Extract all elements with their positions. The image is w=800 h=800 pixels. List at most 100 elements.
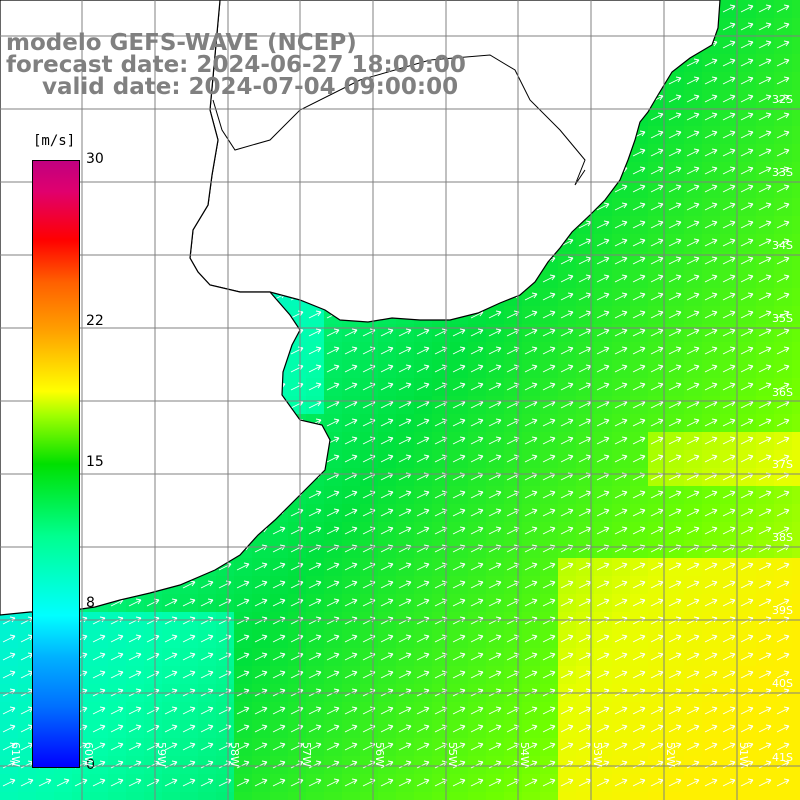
wind-arrow: [128, 706, 142, 715]
wind-arrow: [722, 454, 736, 463]
wind-arrow: [776, 508, 790, 517]
wind-arrow: [686, 508, 700, 517]
wind-arrow: [452, 418, 466, 427]
wind-arrow: [470, 760, 484, 769]
wind-arrow: [758, 220, 772, 229]
wind-arrow: [416, 364, 430, 373]
wind-arrow: [668, 346, 682, 355]
wind-arrow: [326, 346, 340, 355]
wind-arrow: [92, 742, 106, 751]
wind-arrow: [722, 724, 736, 733]
wind-arrow: [632, 364, 646, 373]
wind-arrow: [344, 418, 358, 427]
wind-arrow: [758, 112, 772, 121]
wind-arrow: [722, 256, 736, 265]
longitude-label: 61W: [9, 742, 22, 767]
wind-arrow: [704, 652, 718, 661]
wind-arrow: [308, 706, 322, 715]
wind-arrow: [452, 706, 466, 715]
wind-arrow: [686, 94, 700, 103]
wind-arrow: [470, 364, 484, 373]
wind-arrow: [182, 742, 196, 751]
wind-arrow: [236, 580, 250, 589]
wind-arrow: [596, 742, 610, 751]
wind-speed-cell: [18, 792, 37, 800]
wind-arrow: [452, 670, 466, 679]
wind-arrow: [200, 706, 214, 715]
latitude-label: 36S: [772, 386, 793, 399]
wind-arrow: [758, 202, 772, 211]
wind-arrow: [632, 742, 646, 751]
wind-arrow: [740, 256, 754, 265]
wind-arrow: [614, 364, 628, 373]
wind-arrow: [380, 670, 394, 679]
wind-arrow: [632, 634, 646, 643]
latitude-label: 35S: [772, 312, 793, 325]
wind-arrow: [686, 382, 700, 391]
wind-arrow: [2, 670, 16, 679]
wind-arrow: [560, 706, 574, 715]
wind-arrow: [308, 490, 322, 499]
wind-speed-cell: [648, 792, 667, 800]
wind-arrow: [560, 580, 574, 589]
wind-arrow: [668, 382, 682, 391]
wind-arrow: [704, 346, 718, 355]
wind-arrow: [542, 382, 556, 391]
wind-arrow: [488, 652, 502, 661]
wind-arrow: [542, 634, 556, 643]
wind-arrow: [488, 580, 502, 589]
wind-speed-cell: [234, 792, 253, 800]
wind-arrow: [614, 292, 628, 301]
wind-speed-cell: [108, 792, 127, 800]
wind-arrow: [776, 22, 790, 31]
wind-arrow: [326, 760, 340, 769]
wind-arrow: [614, 346, 628, 355]
wind-arrow: [560, 292, 574, 301]
wind-arrow: [308, 670, 322, 679]
wind-arrow: [776, 310, 790, 319]
wind-arrow: [308, 652, 322, 661]
wind-arrow: [200, 760, 214, 769]
wind-speed-cell: [522, 792, 541, 800]
wind-arrow: [560, 418, 574, 427]
wind-speed-cell: [144, 792, 163, 800]
wind-arrow: [380, 346, 394, 355]
wind-arrow: [200, 742, 214, 751]
wind-arrow: [722, 310, 736, 319]
wind-arrow: [650, 580, 664, 589]
wind-arrow: [182, 706, 196, 715]
wind-speed-cell: [792, 54, 800, 73]
wind-arrow: [758, 382, 772, 391]
wind-arrow: [524, 310, 538, 319]
wind-arrow: [704, 184, 718, 193]
wind-arrow: [686, 724, 700, 733]
wind-arrow: [452, 382, 466, 391]
wind-arrow: [272, 526, 286, 535]
wind-arrow: [200, 652, 214, 661]
wind-arrow: [2, 742, 16, 751]
wind-arrow: [452, 580, 466, 589]
wind-arrow: [740, 670, 754, 679]
wind-arrow: [686, 364, 700, 373]
wind-speed-cell: [306, 792, 325, 800]
wind-arrow: [560, 634, 574, 643]
latitude-label: 39S: [772, 604, 793, 617]
wind-arrow: [704, 382, 718, 391]
wind-arrow: [542, 742, 556, 751]
wind-arrow: [344, 454, 358, 463]
wind-arrow: [398, 580, 412, 589]
wind-arrow: [758, 184, 772, 193]
wind-speed-cell: [594, 792, 613, 800]
wind-arrow: [254, 724, 268, 733]
wind-arrow: [650, 418, 664, 427]
wind-arrow: [740, 580, 754, 589]
wind-arrow: [632, 436, 646, 445]
wind-arrow: [704, 562, 718, 571]
wind-arrow: [686, 328, 700, 337]
wind-speed-cell: [90, 792, 109, 800]
wind-arrow: [344, 634, 358, 643]
wind-arrow: [632, 256, 646, 265]
wind-arrow: [254, 598, 268, 607]
wind-arrow: [668, 634, 682, 643]
wind-arrow: [758, 364, 772, 373]
